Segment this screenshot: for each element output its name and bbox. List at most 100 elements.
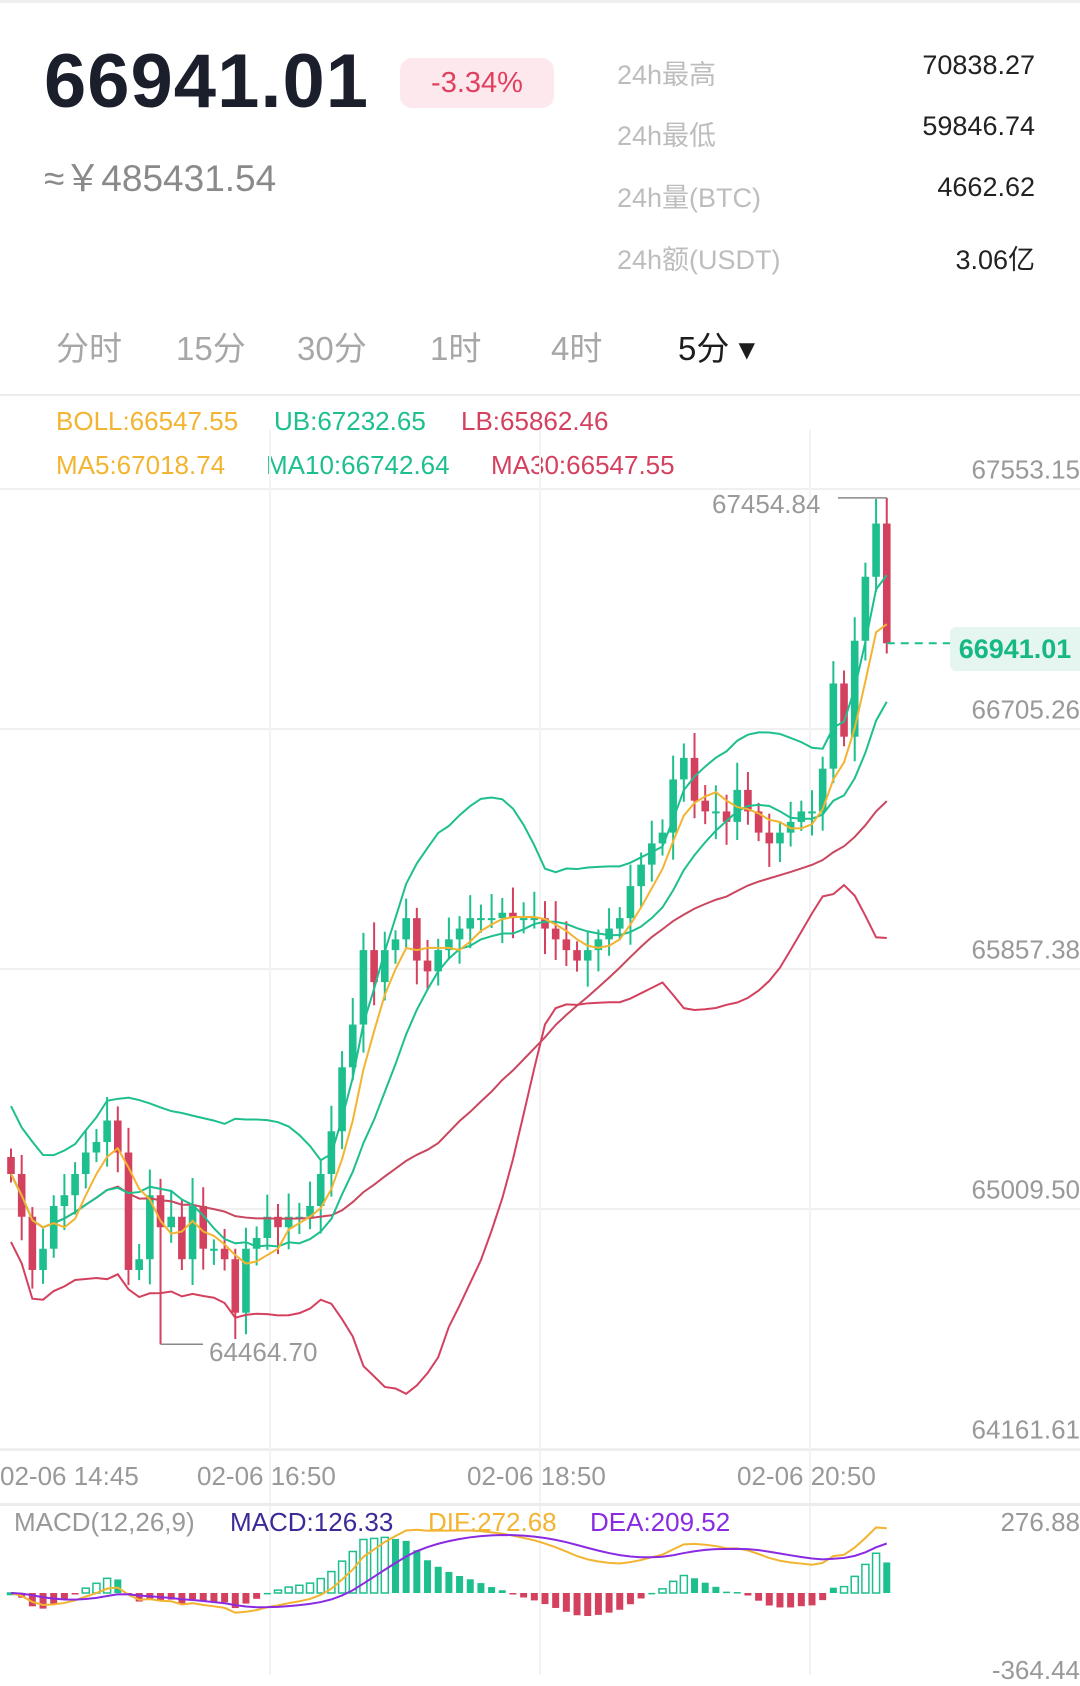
- candle-up: [797, 811, 806, 822]
- stat-label-volume: 24h量(BTC): [617, 183, 762, 213]
- legend-boll: BOLL:66547.55: [56, 406, 239, 436]
- candle-up: [861, 576, 870, 641]
- candle-down: [28, 1216, 37, 1270]
- macd-bar-negative: [594, 1593, 602, 1615]
- macd-bar-positive: [434, 1566, 442, 1593]
- macd-bar-negative: [552, 1593, 560, 1608]
- macd-bar-positive: [648, 1592, 656, 1595]
- candle-down: [423, 960, 432, 972]
- macd-bar-positive: [273, 1589, 283, 1594]
- macd-bar-negative: [541, 1593, 549, 1605]
- candle-down: [754, 811, 763, 833]
- dif-value: DIF:272.68: [428, 1507, 557, 1537]
- candle-up: [359, 950, 368, 1025]
- macd-bar-negative: [808, 1593, 816, 1606]
- x-tick-label: 02-06 16:50: [197, 1461, 336, 1491]
- candle-up: [103, 1120, 111, 1143]
- candle-up: [434, 950, 442, 972]
- candle-up: [49, 1205, 58, 1249]
- macd-bar-positive: [359, 1538, 368, 1594]
- ma10-line: [10, 701, 888, 1248]
- stat-value-volume: 4662.62: [937, 172, 1035, 202]
- macd-bar-negative: [39, 1593, 47, 1609]
- candle-down: [231, 1259, 240, 1313]
- stat-label-high: 24h最高: [617, 60, 717, 90]
- macd-bar-positive: [424, 1560, 432, 1593]
- macd-bar-positive: [850, 1575, 859, 1594]
- macd-bar-negative: [755, 1593, 763, 1601]
- candle-up: [39, 1248, 47, 1270]
- macd-bar-negative: [178, 1593, 186, 1604]
- ma30-line: [10, 800, 888, 1229]
- tab-1h[interactable]: 1时: [430, 330, 482, 367]
- macd-bar-positive: [81, 1587, 91, 1594]
- macd-bar-positive: [733, 1592, 741, 1594]
- candle-up: [615, 918, 624, 929]
- macd-bar-negative: [776, 1593, 784, 1608]
- candle-down: [220, 1248, 229, 1260]
- macd-bar-positive: [839, 1585, 849, 1594]
- macd-bar-positive: [380, 1536, 390, 1594]
- candle-down: [199, 1205, 208, 1249]
- candle-up: [530, 918, 539, 921]
- candle-up: [316, 1174, 325, 1206]
- tab-timeline[interactable]: 分时: [56, 330, 122, 367]
- candle-up: [637, 864, 645, 887]
- candle-up: [348, 1024, 357, 1068]
- candle-down: [562, 939, 571, 951]
- candle-up: [872, 523, 880, 577]
- change-badge: -3.34%: [400, 58, 554, 108]
- x-tick-label: 02-06 20:50: [737, 1461, 876, 1491]
- ma5-line: [10, 623, 888, 1265]
- candle-up: [263, 1216, 272, 1238]
- macd-bar-negative: [199, 1593, 207, 1601]
- macd-bar-negative: [60, 1593, 68, 1600]
- macd-bar-negative: [28, 1593, 36, 1607]
- macd-bar-positive: [102, 1577, 112, 1594]
- macd-bar-positive: [305, 1582, 315, 1594]
- candle-down: [156, 1195, 165, 1228]
- candle-up: [455, 928, 464, 940]
- macd-bar-negative: [584, 1593, 592, 1616]
- macd-divider: [0, 1503, 1080, 1506]
- macd-bar-positive: [488, 1587, 496, 1593]
- stat-value-high: 70838.27: [922, 50, 1035, 80]
- tab-15m[interactable]: 15分: [176, 330, 246, 367]
- macd-params: MACD(12,26,9): [14, 1507, 195, 1537]
- candle-up: [402, 918, 410, 940]
- candle-up: [60, 1195, 69, 1206]
- stat-label-turnover: 24h额(USDT): [617, 245, 781, 275]
- tab-30m[interactable]: 30分: [297, 330, 367, 367]
- candle-down: [370, 950, 378, 983]
- candle-down: [541, 918, 549, 929]
- legend-ma10: MA10:66742.64: [266, 450, 450, 480]
- macd-bar-negative: [253, 1593, 261, 1599]
- candle-down: [840, 683, 848, 737]
- candle-down: [114, 1120, 122, 1153]
- macd-bar-negative: [221, 1593, 229, 1603]
- candle-up: [135, 1259, 143, 1270]
- candle-up: [776, 832, 784, 844]
- candle-down: [274, 1216, 282, 1228]
- candle-up: [583, 950, 592, 961]
- tab-4h[interactable]: 4时: [551, 330, 603, 367]
- macd-bar-positive: [402, 1540, 410, 1593]
- legend-lb: LB:65862.46: [461, 406, 609, 436]
- x-tick-label: 02-06 14:45: [0, 1461, 139, 1491]
- stat-label-low: 24h最低: [617, 121, 717, 151]
- macd-bar-negative: [765, 1593, 773, 1606]
- macd-bar-negative: [819, 1593, 827, 1601]
- macd-bar-negative: [787, 1593, 795, 1608]
- last-price: 66941.01: [44, 39, 369, 124]
- macd-bar-negative: [71, 1593, 79, 1595]
- high-marker-label: 67454.84: [712, 489, 821, 519]
- macd-bar-negative: [242, 1593, 250, 1604]
- tab-5m-dropdown[interactable]: 5分 ▾: [678, 330, 756, 367]
- candle-up: [808, 811, 816, 814]
- macd-bar-positive: [413, 1550, 421, 1593]
- candle-up: [210, 1248, 218, 1251]
- dea-value: DEA:209.52: [590, 1507, 731, 1537]
- current-price-tag[interactable]: 66941.01: [950, 627, 1080, 671]
- macd-bar-positive: [456, 1576, 464, 1593]
